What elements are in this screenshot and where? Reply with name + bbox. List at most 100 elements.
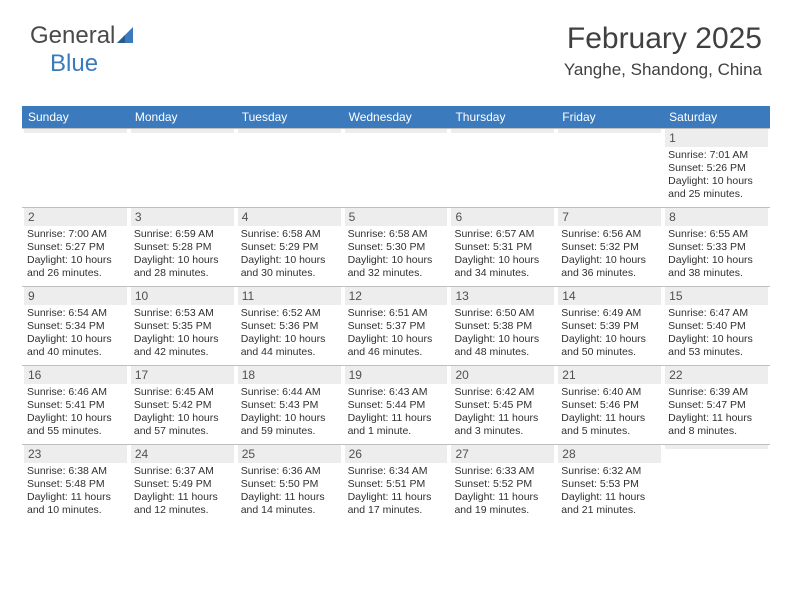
day-number: 23 xyxy=(24,445,127,463)
day-number: 10 xyxy=(131,287,234,305)
day-line: Daylight: 10 hours and 48 minutes. xyxy=(454,333,551,359)
day-header: Monday xyxy=(129,106,236,128)
day-number xyxy=(665,445,768,449)
day-line: Sunset: 5:49 PM xyxy=(134,478,231,491)
day-body: Sunrise: 6:47 AMSunset: 5:40 PMDaylight:… xyxy=(665,305,768,359)
logo-sail-icon xyxy=(115,25,135,45)
day-body: Sunrise: 6:44 AMSunset: 5:43 PMDaylight:… xyxy=(238,384,341,438)
day-line: Sunset: 5:43 PM xyxy=(241,399,338,412)
day-body: Sunrise: 6:33 AMSunset: 5:52 PMDaylight:… xyxy=(451,463,554,517)
day-body: Sunrise: 6:46 AMSunset: 5:41 PMDaylight:… xyxy=(24,384,127,438)
day-cell: 7Sunrise: 6:56 AMSunset: 5:32 PMDaylight… xyxy=(556,207,663,286)
day-cell xyxy=(556,128,663,207)
weeks-container: 1Sunrise: 7:01 AMSunset: 5:26 PMDaylight… xyxy=(22,128,770,523)
day-line: Sunrise: 6:46 AM xyxy=(27,386,124,399)
header-right: February 2025 Yanghe, Shandong, China xyxy=(564,22,762,80)
day-header: Thursday xyxy=(449,106,556,128)
day-line: Sunrise: 6:52 AM xyxy=(241,307,338,320)
day-cell: 2Sunrise: 7:00 AMSunset: 5:27 PMDaylight… xyxy=(22,207,129,286)
week-row: 16Sunrise: 6:46 AMSunset: 5:41 PMDayligh… xyxy=(22,365,770,444)
day-cell: 14Sunrise: 6:49 AMSunset: 5:39 PMDayligh… xyxy=(556,286,663,365)
day-line: Sunset: 5:38 PM xyxy=(454,320,551,333)
day-line: Sunrise: 7:00 AM xyxy=(27,228,124,241)
day-line: Sunrise: 6:47 AM xyxy=(668,307,765,320)
month-title: February 2025 xyxy=(564,22,762,56)
day-number: 12 xyxy=(345,287,448,305)
day-cell xyxy=(449,128,556,207)
day-line: Sunrise: 6:54 AM xyxy=(27,307,124,320)
day-cell: 24Sunrise: 6:37 AMSunset: 5:49 PMDayligh… xyxy=(129,444,236,523)
day-cell: 12Sunrise: 6:51 AMSunset: 5:37 PMDayligh… xyxy=(343,286,450,365)
day-header: Wednesday xyxy=(343,106,450,128)
day-line: Daylight: 11 hours and 21 minutes. xyxy=(561,491,658,517)
day-body: Sunrise: 7:00 AMSunset: 5:27 PMDaylight:… xyxy=(24,226,127,280)
day-cell: 18Sunrise: 6:44 AMSunset: 5:43 PMDayligh… xyxy=(236,365,343,444)
day-cell: 4Sunrise: 6:58 AMSunset: 5:29 PMDaylight… xyxy=(236,207,343,286)
day-line: Sunrise: 6:39 AM xyxy=(668,386,765,399)
day-number: 18 xyxy=(238,366,341,384)
day-cell: 6Sunrise: 6:57 AMSunset: 5:31 PMDaylight… xyxy=(449,207,556,286)
calendar: Sunday Monday Tuesday Wednesday Thursday… xyxy=(22,106,770,523)
logo-text-a: General xyxy=(30,22,115,49)
day-body: Sunrise: 6:56 AMSunset: 5:32 PMDaylight:… xyxy=(558,226,661,280)
day-body: Sunrise: 6:55 AMSunset: 5:33 PMDaylight:… xyxy=(665,226,768,280)
day-line: Sunset: 5:47 PM xyxy=(668,399,765,412)
day-line: Daylight: 10 hours and 25 minutes. xyxy=(668,175,765,201)
day-cell xyxy=(22,128,129,207)
day-line: Daylight: 11 hours and 12 minutes. xyxy=(134,491,231,517)
day-line: Sunrise: 6:55 AM xyxy=(668,228,765,241)
day-cell: 3Sunrise: 6:59 AMSunset: 5:28 PMDaylight… xyxy=(129,207,236,286)
day-number xyxy=(345,129,448,133)
day-number: 15 xyxy=(665,287,768,305)
day-cell: 11Sunrise: 6:52 AMSunset: 5:36 PMDayligh… xyxy=(236,286,343,365)
day-body: Sunrise: 6:42 AMSunset: 5:45 PMDaylight:… xyxy=(451,384,554,438)
day-number: 2 xyxy=(24,208,127,226)
day-line: Sunset: 5:50 PM xyxy=(241,478,338,491)
day-line: Sunset: 5:35 PM xyxy=(134,320,231,333)
day-line: Daylight: 11 hours and 8 minutes. xyxy=(668,412,765,438)
day-line: Daylight: 10 hours and 38 minutes. xyxy=(668,254,765,280)
day-number: 28 xyxy=(558,445,661,463)
day-number xyxy=(131,129,234,133)
day-line: Daylight: 10 hours and 32 minutes. xyxy=(348,254,445,280)
day-line: Sunrise: 6:53 AM xyxy=(134,307,231,320)
day-line: Daylight: 10 hours and 26 minutes. xyxy=(27,254,124,280)
logo-text-b: Blue xyxy=(50,50,98,77)
day-number: 9 xyxy=(24,287,127,305)
day-line: Sunrise: 6:56 AM xyxy=(561,228,658,241)
day-line: Sunrise: 6:50 AM xyxy=(454,307,551,320)
day-line: Sunrise: 6:59 AM xyxy=(134,228,231,241)
day-body: Sunrise: 6:37 AMSunset: 5:49 PMDaylight:… xyxy=(131,463,234,517)
day-cell xyxy=(236,128,343,207)
day-line: Sunset: 5:27 PM xyxy=(27,241,124,254)
day-line: Sunrise: 6:42 AM xyxy=(454,386,551,399)
day-number: 7 xyxy=(558,208,661,226)
day-cell xyxy=(343,128,450,207)
day-line: Daylight: 11 hours and 1 minute. xyxy=(348,412,445,438)
day-number: 1 xyxy=(665,129,768,147)
day-number xyxy=(451,129,554,133)
day-line: Sunrise: 6:33 AM xyxy=(454,465,551,478)
day-line: Daylight: 10 hours and 36 minutes. xyxy=(561,254,658,280)
day-line: Sunset: 5:30 PM xyxy=(348,241,445,254)
day-header: Sunday xyxy=(22,106,129,128)
day-line: Daylight: 11 hours and 3 minutes. xyxy=(454,412,551,438)
day-body: Sunrise: 7:01 AMSunset: 5:26 PMDaylight:… xyxy=(665,147,768,201)
day-header: Saturday xyxy=(663,106,770,128)
day-line: Daylight: 11 hours and 10 minutes. xyxy=(27,491,124,517)
day-cell: 5Sunrise: 6:58 AMSunset: 5:30 PMDaylight… xyxy=(343,207,450,286)
day-cell: 15Sunrise: 6:47 AMSunset: 5:40 PMDayligh… xyxy=(663,286,770,365)
day-number: 22 xyxy=(665,366,768,384)
day-body: Sunrise: 6:58 AMSunset: 5:29 PMDaylight:… xyxy=(238,226,341,280)
day-body: Sunrise: 6:52 AMSunset: 5:36 PMDaylight:… xyxy=(238,305,341,359)
day-line: Sunset: 5:42 PM xyxy=(134,399,231,412)
day-body: Sunrise: 6:59 AMSunset: 5:28 PMDaylight:… xyxy=(131,226,234,280)
day-body: Sunrise: 6:32 AMSunset: 5:53 PMDaylight:… xyxy=(558,463,661,517)
day-line: Sunrise: 6:43 AM xyxy=(348,386,445,399)
day-line: Sunset: 5:44 PM xyxy=(348,399,445,412)
day-number: 26 xyxy=(345,445,448,463)
day-line: Sunrise: 6:40 AM xyxy=(561,386,658,399)
day-line: Sunrise: 7:01 AM xyxy=(668,149,765,162)
day-number: 19 xyxy=(345,366,448,384)
week-row: 9Sunrise: 6:54 AMSunset: 5:34 PMDaylight… xyxy=(22,286,770,365)
